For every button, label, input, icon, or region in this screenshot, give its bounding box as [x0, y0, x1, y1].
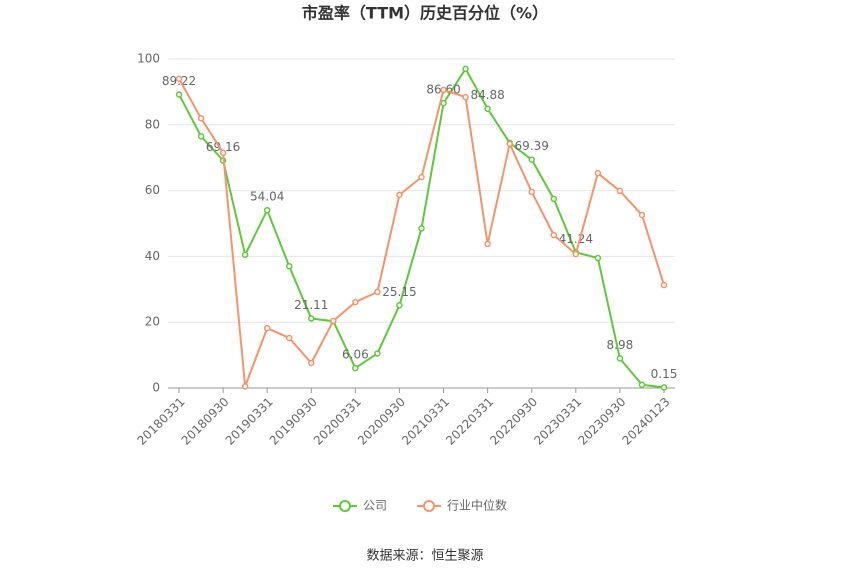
y-tick-label: 40	[145, 249, 160, 263]
point	[396, 302, 403, 309]
point	[660, 281, 668, 289]
y-tick-label: 0	[152, 381, 160, 395]
y-tick-label: 60	[145, 183, 160, 197]
data-label: 8.98	[607, 338, 634, 352]
y-tick-label: 100	[137, 52, 160, 66]
point	[241, 383, 249, 390]
point	[638, 381, 646, 388]
point	[352, 364, 359, 372]
y-tick-label: 20	[145, 315, 160, 329]
point	[418, 173, 425, 181]
point	[660, 384, 668, 391]
data-label: 6.06	[342, 348, 369, 362]
legend-label: 行业中位数	[447, 498, 507, 513]
point	[616, 355, 624, 362]
point	[484, 240, 491, 248]
point	[197, 114, 205, 122]
legend-marker	[423, 500, 435, 512]
point	[308, 315, 315, 322]
point	[285, 263, 293, 270]
point	[462, 65, 469, 73]
point	[374, 350, 381, 357]
data-label: 0.15	[651, 367, 678, 381]
data-label: 84.88	[470, 88, 504, 102]
data-label: 41.24	[559, 232, 593, 246]
point	[197, 133, 205, 140]
chart-title: 市盈率（TTM）历史百分位（%）	[302, 4, 548, 23]
point	[263, 324, 271, 332]
data-label: 69.16	[206, 140, 240, 154]
point	[175, 91, 183, 98]
point	[263, 206, 271, 214]
point	[418, 225, 425, 232]
point	[308, 359, 315, 367]
point	[241, 251, 249, 259]
data-label: 21.11	[294, 298, 328, 312]
point	[594, 254, 602, 262]
point	[572, 250, 580, 258]
point	[396, 191, 403, 199]
x-tick-label: 20240123	[620, 395, 673, 448]
point	[484, 105, 491, 112]
legend-marker	[339, 500, 351, 512]
point	[330, 317, 337, 325]
point	[285, 334, 293, 342]
point	[175, 75, 183, 82]
data-label: 54.04	[250, 190, 284, 204]
point	[462, 93, 469, 101]
point	[219, 149, 227, 157]
point	[550, 231, 558, 239]
point	[440, 86, 447, 94]
y-tick-label: 80	[145, 117, 160, 131]
point	[550, 195, 558, 203]
point	[594, 169, 602, 177]
point	[352, 298, 359, 306]
point	[506, 140, 513, 148]
data-label: 25.15	[382, 285, 416, 299]
point	[528, 156, 535, 163]
point	[374, 288, 381, 296]
point	[528, 188, 535, 196]
data-label: 69.39	[515, 139, 549, 153]
source: 数据来源：恒生聚源	[366, 549, 483, 564]
legend-label: 公司	[363, 499, 387, 513]
point	[638, 211, 646, 219]
point	[616, 187, 624, 195]
point	[440, 99, 447, 107]
